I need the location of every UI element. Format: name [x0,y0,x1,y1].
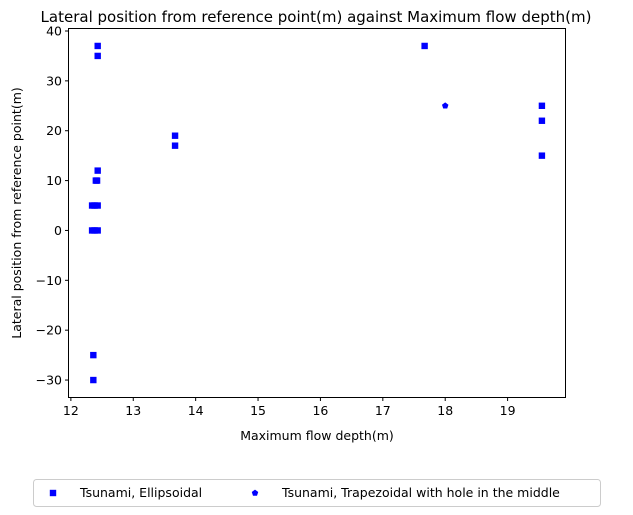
data-point-ellipsoidal [90,376,97,384]
chart-title: Lateral position from reference point(m)… [41,8,592,26]
y-axis-ticks: −30 −20 −10 0 10 20 30 40 [36,23,69,388]
x-tick-label: 18 [437,403,453,418]
legend-label-ellipsoidal: Tsunami, Ellipsoidal [79,485,202,500]
data-point-ellipsoidal [90,351,97,359]
data-point-ellipsoidal [171,132,179,139]
y-tick-label: 30 [46,73,62,88]
y-tick-label: −30 [36,373,62,388]
y-axis-label: Lateral position from reference point(m) [9,87,24,338]
x-tick-label: 12 [63,403,79,418]
data-point-ellipsoidal [538,152,546,159]
data-point-trapezoidal [441,102,449,109]
legend-pentagon-marker [251,489,259,496]
data-point-ellipsoidal [171,142,179,149]
y-tick-label: −20 [36,323,62,338]
y-tick-label: 10 [46,173,62,188]
data-point-ellipsoidal [92,177,100,184]
data-point-ellipsoidal [538,117,546,124]
x-axis-label: Maximum flow depth(m) [240,428,394,443]
legend-frame [33,479,601,507]
plot-area-frame [68,28,566,398]
x-tick-label: 19 [500,403,516,418]
legend-label-trapezoidal: Tsunami, Trapezoidal with hole in the mi… [281,485,560,500]
legend: Tsunami, Ellipsoidal Tsunami, Trapezoida… [33,479,601,507]
data-point-ellipsoidal [538,102,546,109]
data-point-ellipsoidal [94,42,101,50]
y-tick-label: 0 [54,223,62,238]
data-points [88,42,546,384]
data-point-ellipsoidal [421,42,428,50]
data-point-ellipsoidal [94,202,101,209]
x-tick-label: 17 [375,403,391,418]
y-tick-label: −10 [36,273,62,288]
legend-square-marker [49,489,57,497]
x-tick-label: 16 [312,403,328,418]
data-point-ellipsoidal [94,52,101,60]
x-tick-label: 14 [188,403,204,418]
data-point-ellipsoidal [94,227,101,234]
y-tick-label: 20 [46,123,62,138]
x-axis-ticks: 12 13 14 15 16 17 18 19 [63,397,516,418]
data-point-ellipsoidal [94,167,101,174]
x-tick-label: 15 [250,403,266,418]
y-tick-label: 40 [46,23,62,38]
legend-marker-ellipsoidal [49,489,57,497]
x-tick-label: 13 [125,403,141,418]
legend-marker-trapezoidal [251,489,259,496]
